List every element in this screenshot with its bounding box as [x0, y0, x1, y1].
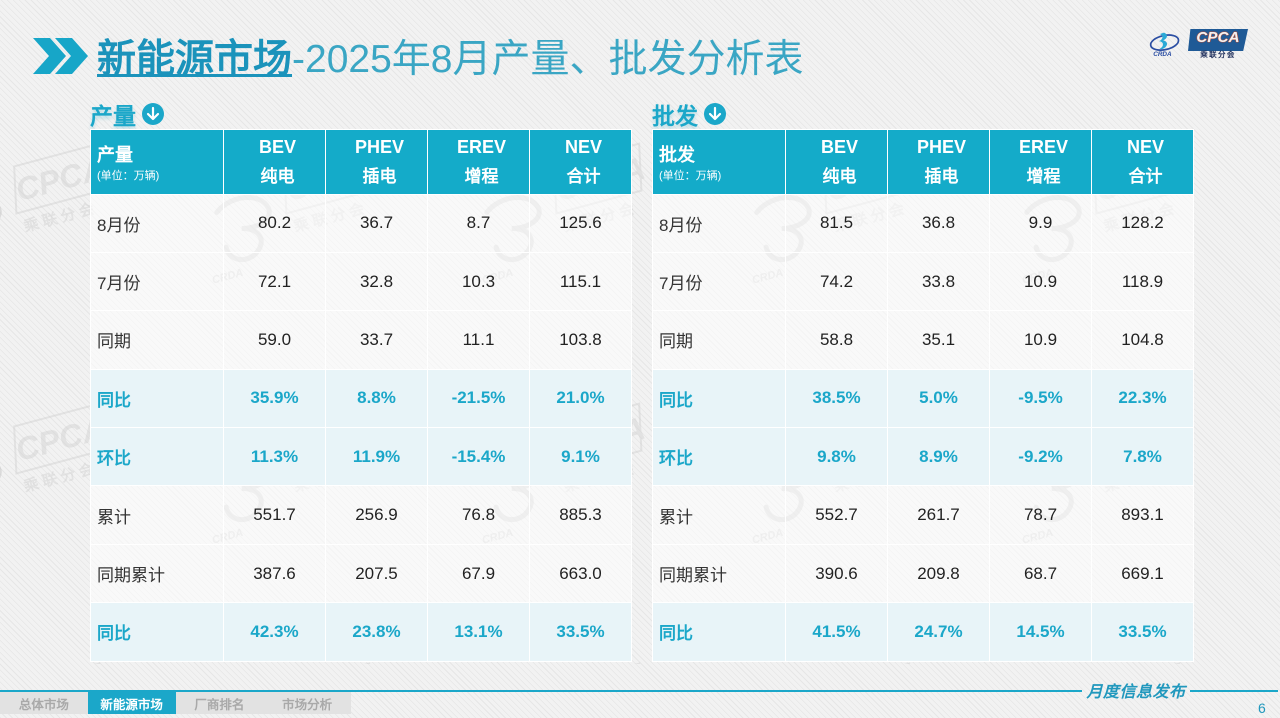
svg-text:CRDA: CRDA: [1153, 51, 1172, 58]
